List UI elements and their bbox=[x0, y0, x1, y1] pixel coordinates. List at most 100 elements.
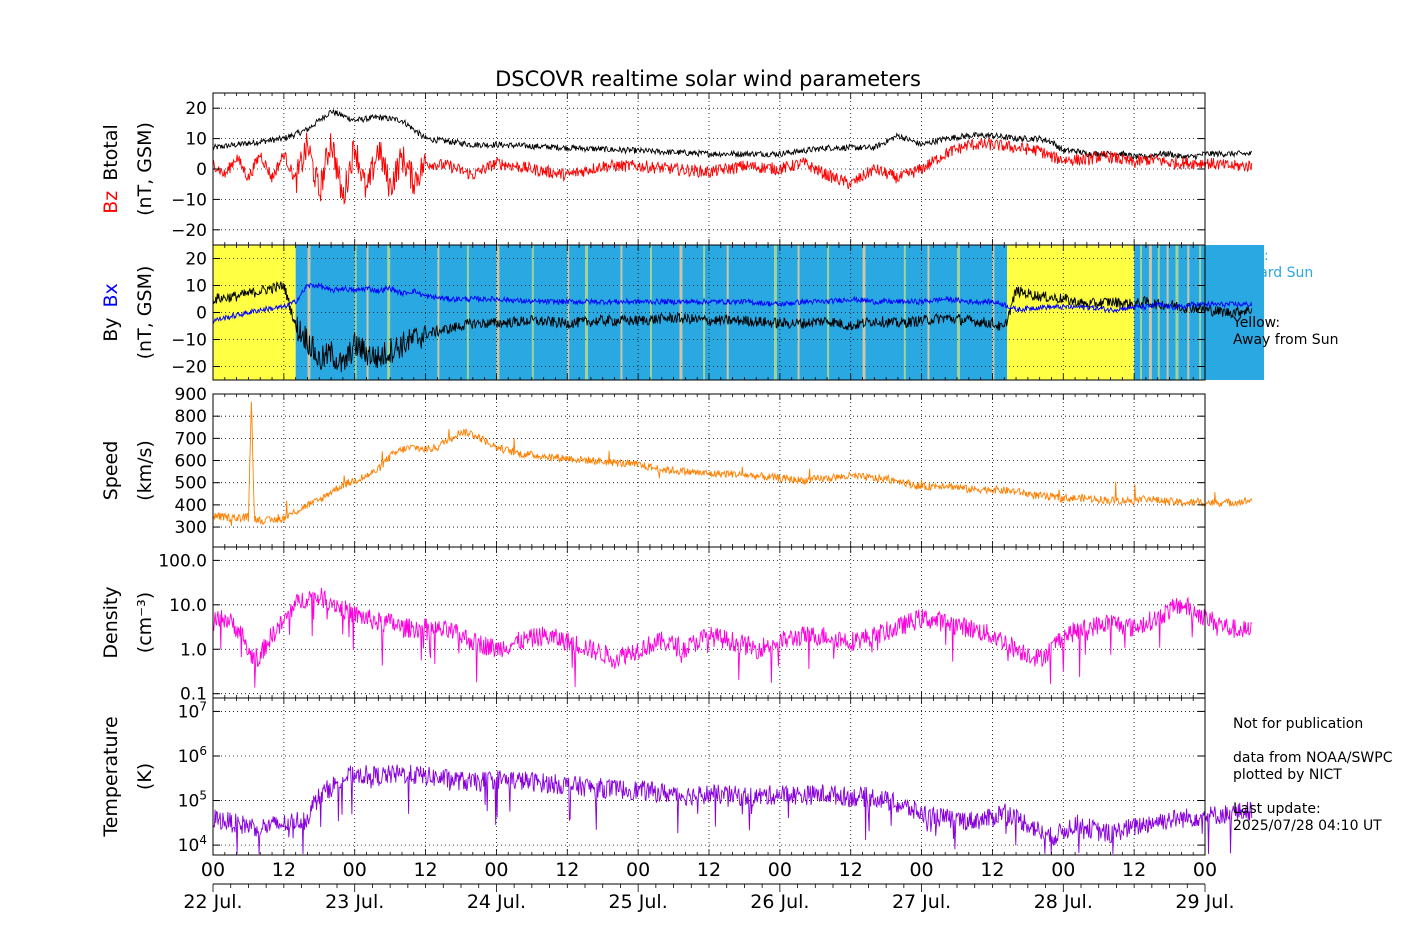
sector-stripe bbox=[354, 245, 357, 380]
y-axis-label: Temperature bbox=[100, 716, 122, 837]
y-tick-label: 0.1 bbox=[180, 685, 207, 705]
y-tick-label: 20 bbox=[185, 250, 207, 270]
sector-stripe bbox=[927, 245, 930, 380]
x-day-label: 24 Jul. bbox=[467, 891, 526, 913]
sector-stripe bbox=[437, 245, 440, 380]
y-tick-label: 400 bbox=[175, 496, 207, 516]
sector-stripe bbox=[585, 245, 588, 380]
panel-4: 107 106 105 104 Temperature (K) bbox=[100, 697, 1253, 856]
sector-stripe bbox=[1157, 245, 1160, 380]
y-tick-label: −20 bbox=[171, 358, 207, 378]
footer-notes: Not for publication data from NOAA/SWPC … bbox=[1233, 716, 1392, 835]
y-tick-label: 104 bbox=[178, 833, 207, 856]
y-tick-label: 300 bbox=[175, 518, 207, 538]
y-axis-label: ByBx bbox=[100, 283, 122, 342]
chart-title: DSCOVR realtime solar wind parameters bbox=[495, 67, 921, 91]
x-hour-label: 00 bbox=[768, 859, 792, 881]
y-tick-label: 600 bbox=[175, 452, 207, 472]
y-axis-label: Density bbox=[100, 586, 122, 658]
sector-stripe bbox=[679, 245, 683, 380]
x-hour-label: 12 bbox=[697, 859, 721, 881]
series-density bbox=[212, 587, 1253, 688]
x-day-label: 26 Jul. bbox=[750, 891, 809, 913]
sector-stripe bbox=[726, 245, 729, 380]
y-axis-unit: (km/s) bbox=[134, 440, 156, 501]
sector-away-2 bbox=[1007, 245, 1135, 380]
x-hour-label: 00 bbox=[626, 859, 650, 881]
sector-stripe bbox=[957, 245, 960, 380]
y-tick-label: 1.0 bbox=[180, 640, 207, 660]
x-hour-label: 00 bbox=[201, 859, 225, 881]
y-tick-label: −20 bbox=[171, 221, 207, 241]
y-tick-label: 107 bbox=[178, 699, 207, 722]
y-tick-label: 10 bbox=[185, 277, 207, 297]
y-axis-unit: (K) bbox=[134, 763, 156, 790]
legend-blue-desc: Toward Sun bbox=[1233, 265, 1314, 281]
x-hour-label: 00 bbox=[909, 859, 933, 881]
x-hour-label: 12 bbox=[555, 859, 579, 881]
legend-yellow-desc: Away from Sun bbox=[1233, 332, 1339, 348]
sector-stripe bbox=[1148, 245, 1152, 380]
y-tick-label: 800 bbox=[175, 407, 207, 427]
series-by bbox=[212, 281, 1253, 373]
data-source: data from NOAA/SWPC bbox=[1233, 750, 1393, 766]
y-tick-label: 700 bbox=[175, 429, 207, 449]
legend-yellow-label: Yellow: bbox=[1233, 315, 1281, 331]
sector-stripe bbox=[773, 245, 777, 380]
sector-stripe bbox=[466, 245, 469, 380]
y-tick-label: 106 bbox=[178, 744, 207, 767]
sector-stripe bbox=[703, 245, 706, 380]
polarity-legend: Blue: Toward Sun Yellow: Away from Sun bbox=[1233, 248, 1338, 349]
x-day-label: 23 Jul. bbox=[325, 891, 384, 913]
sector-stripe bbox=[903, 245, 906, 380]
y-tick-label: 0 bbox=[196, 160, 207, 180]
sector-stripe bbox=[1166, 245, 1169, 380]
y-axis-unit: (nT, GSM) bbox=[134, 266, 156, 360]
plot-credit: plotted by NICT bbox=[1233, 767, 1342, 783]
y-tick-label: 10 bbox=[185, 130, 207, 150]
panel-3: 100.0 10.0 1.0 0.1 Density (cm⁻³) bbox=[100, 546, 1253, 705]
y-tick-label: −10 bbox=[171, 190, 207, 210]
last-update-value: 2025/07/28 04:10 UT bbox=[1233, 818, 1382, 834]
x-hour-label: 12 bbox=[980, 859, 1004, 881]
sector-stripe bbox=[649, 245, 652, 380]
sector-stripe bbox=[1187, 245, 1190, 380]
x-hour-label: 12 bbox=[1122, 859, 1146, 881]
last-update-label: Last update: bbox=[1233, 801, 1321, 817]
series-speed bbox=[212, 401, 1253, 527]
x-day-label: 27 Jul. bbox=[892, 891, 951, 913]
x-day-label: 29 Jul. bbox=[1175, 891, 1234, 913]
y-axis-label: Speed bbox=[100, 441, 122, 501]
sector-stripe bbox=[531, 245, 534, 380]
sector-stripe bbox=[1175, 245, 1179, 380]
sector-stripe bbox=[827, 245, 830, 380]
y-tick-label: 20 bbox=[185, 99, 207, 119]
sector-stripe bbox=[366, 245, 369, 380]
panel-1: 20 10 0 −10 −20 ByBx (nT, GSM) bbox=[100, 244, 1265, 381]
publication-notice: Not for publication bbox=[1233, 716, 1364, 732]
panel-0: 20 10 0 −10 −20 BzBtotal (nT, GSM) bbox=[100, 92, 1253, 246]
y-tick-label: 500 bbox=[175, 474, 207, 494]
sector-stripe bbox=[387, 245, 391, 380]
x-hour-label: 12 bbox=[272, 859, 296, 881]
x-hour-label: 00 bbox=[484, 859, 508, 881]
y-tick-label: 0 bbox=[196, 304, 207, 324]
sector-stripe bbox=[307, 245, 311, 380]
x-hour-label: 00 bbox=[343, 859, 367, 881]
y-tick-label: 100.0 bbox=[158, 551, 207, 571]
y-tick-label: −10 bbox=[171, 331, 207, 351]
x-hour-label: 12 bbox=[839, 859, 863, 881]
series-bz bbox=[212, 132, 1253, 205]
y-tick-label: 10.0 bbox=[169, 596, 207, 616]
sector-stripe bbox=[862, 245, 866, 380]
legend-blue-label: Blue: bbox=[1233, 248, 1269, 264]
series-btotal bbox=[212, 109, 1253, 161]
x-day-label: 28 Jul. bbox=[1034, 891, 1093, 913]
x-day-label: 25 Jul. bbox=[609, 891, 668, 913]
x-hour-label: 00 bbox=[1051, 859, 1075, 881]
x-hour-label: 00 bbox=[1193, 859, 1217, 881]
y-axis-unit: (nT, GSM) bbox=[134, 122, 156, 216]
x-day-label: 22 Jul. bbox=[183, 891, 242, 913]
